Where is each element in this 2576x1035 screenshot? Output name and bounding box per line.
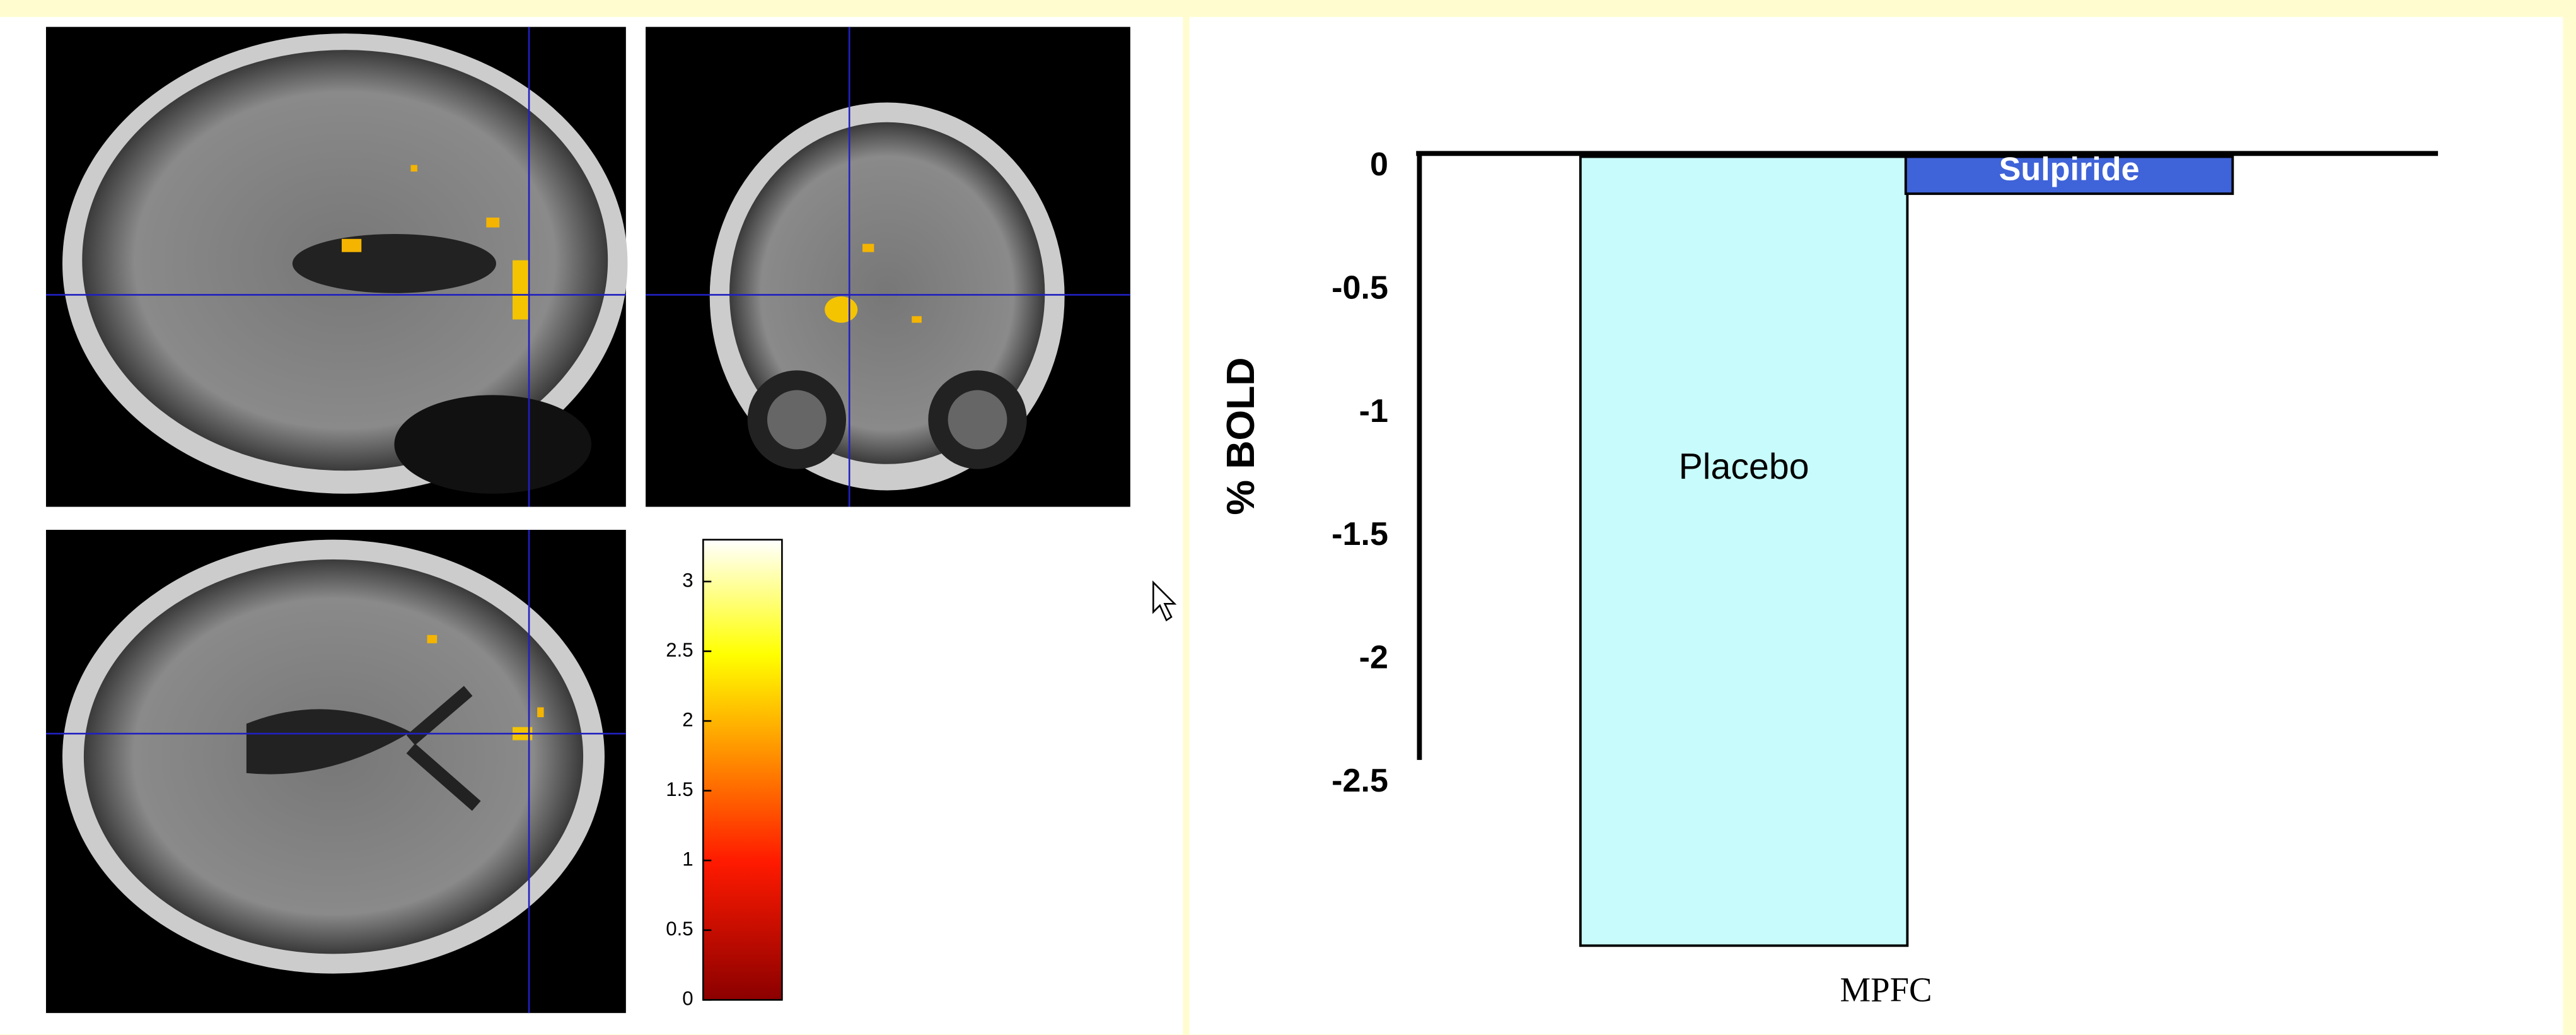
axial-view: [46, 530, 626, 1013]
colorbar-tick-label: 0: [682, 988, 693, 1010]
bar-label: Sulpiride: [1999, 151, 2140, 188]
figure: % BOLD MPFC Placebo Sulpiride 0 -0.5 -1 -1.5 -…: [0, 0, 2576, 1035]
y-tick-label: -2.5: [1332, 763, 1388, 799]
colorbar-tick-label: 3: [682, 569, 693, 591]
coronal-view: [646, 27, 1130, 507]
y-tick-label: -1.5: [1332, 516, 1388, 553]
y-tick-label: -2: [1359, 640, 1388, 676]
colorbar-tick-label: 1.5: [666, 778, 693, 800]
y-tick-label: -1: [1359, 393, 1388, 430]
y-tick-label: 0: [1370, 146, 1388, 183]
colorbar-tick-label: 1: [682, 848, 693, 870]
y-axis-label: % BOLD: [1219, 357, 1263, 515]
page: % BOLD MPFC Placebo Sulpiride 0 -0.5 -1 -1.5 -…: [0, 0, 2576, 1035]
colorbar-tick-label: 2: [682, 708, 693, 730]
colorbar-tick-label: 2.5: [666, 639, 693, 661]
sagittal-view: [46, 27, 627, 507]
bar-label: Placebo: [1679, 447, 1809, 487]
y-tick-label: -0.5: [1332, 269, 1388, 306]
colorbar-tick-label: 0.5: [666, 918, 693, 940]
bar: [1581, 157, 1908, 946]
x-axis-label: MPFC: [1840, 970, 1932, 1009]
colorbar: [703, 540, 782, 1000]
